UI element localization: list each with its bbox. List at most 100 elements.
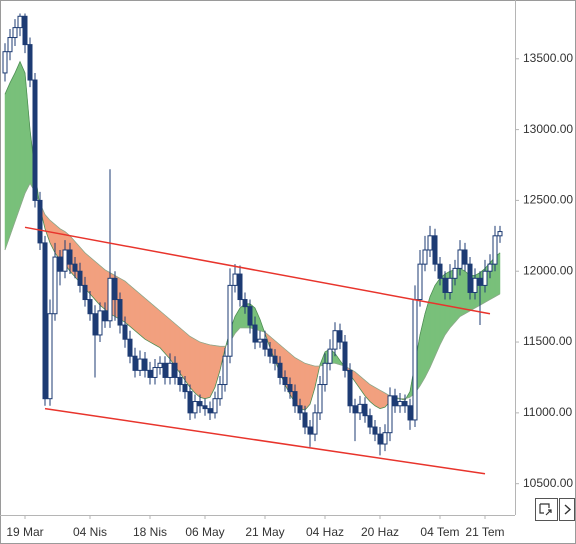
candle-body <box>132 355 138 371</box>
candle-body <box>437 263 443 279</box>
candle-body <box>67 249 73 265</box>
cloud-segment <box>184 331 191 389</box>
cloud-segment <box>144 297 151 343</box>
candle-body <box>497 231 503 237</box>
cloud-segment <box>99 265 106 311</box>
candle-body <box>97 310 103 336</box>
candle-body <box>257 338 263 343</box>
x-tick-label: 19 Mar <box>6 525 43 539</box>
candle-body <box>27 44 33 81</box>
y-tick-label: 12500.00 <box>523 193 573 207</box>
x-tick-label: 21 Tem <box>465 525 504 539</box>
candle-body <box>427 235 433 251</box>
candle-body <box>302 412 308 428</box>
candle-body <box>482 270 488 286</box>
candle-body <box>142 358 148 371</box>
y-tick-label: 11000.00 <box>523 405 572 419</box>
button-icon <box>539 503 552 516</box>
button-frame[interactable] <box>535 498 558 521</box>
candle-body <box>357 403 363 414</box>
candle-body <box>87 299 93 315</box>
candle-body <box>252 324 258 343</box>
candle-body <box>377 433 383 445</box>
cloud-segment <box>9 72 16 236</box>
candle-body <box>382 432 388 445</box>
candle-body <box>2 51 8 74</box>
button-frame[interactable] <box>559 498 575 521</box>
candle-body <box>122 324 128 340</box>
candle-body <box>127 338 133 357</box>
candle-body <box>312 412 318 435</box>
cloud-segment <box>304 362 311 411</box>
candle-body <box>62 249 68 272</box>
cloud-segment <box>154 306 161 349</box>
candle-body <box>237 273 243 301</box>
candle-body <box>297 405 303 414</box>
candle-body <box>172 362 178 378</box>
candle-body <box>202 405 208 410</box>
candle-body <box>407 405 413 421</box>
cloud-segment <box>299 360 306 411</box>
trendline <box>44 407 486 475</box>
candle-body <box>47 313 53 400</box>
candle-body <box>222 355 228 386</box>
candle-body <box>232 273 238 286</box>
candle-body <box>417 263 423 301</box>
candle-body <box>102 310 108 322</box>
candle-body <box>317 384 323 414</box>
candle-body <box>372 426 378 435</box>
candle-body <box>492 235 498 265</box>
cloud-segment <box>149 301 156 346</box>
candle-body <box>82 284 88 301</box>
candle-body <box>32 79 38 201</box>
candle-body <box>217 384 223 400</box>
candle-body <box>242 299 248 308</box>
toolbar[interactable] <box>535 498 575 521</box>
cloud-segment <box>134 289 141 336</box>
candle-body <box>267 348 273 357</box>
candle-body <box>167 362 173 378</box>
candle-body <box>442 277 448 293</box>
candle-body <box>452 267 458 279</box>
cloud-segment <box>189 335 196 394</box>
candle-body <box>447 277 453 293</box>
candle-body <box>462 249 468 265</box>
candle-body <box>347 369 353 407</box>
y-tick-label: 12000.00 <box>523 263 573 277</box>
candle-body <box>292 391 298 407</box>
candle-body <box>187 391 193 414</box>
candle-body <box>197 401 203 407</box>
x-tick-label: 21 May <box>245 525 284 539</box>
candle-body <box>152 367 158 378</box>
candle-body <box>227 284 233 357</box>
candle-body <box>362 403 368 417</box>
candle-body <box>432 235 438 265</box>
x-tick-label: 04 Nis <box>73 525 107 539</box>
candle-body <box>337 330 343 343</box>
candle-body <box>387 395 393 434</box>
y-tick-label: 13000.00 <box>523 122 573 136</box>
y-tick-label: 13500.00 <box>523 51 573 65</box>
candle-body <box>52 256 58 315</box>
cloud-segment <box>94 260 101 306</box>
button-icon <box>564 504 572 515</box>
candle-body <box>332 330 338 350</box>
cloud-segment <box>199 341 206 400</box>
candle-body <box>7 37 13 53</box>
candle-body <box>247 306 253 326</box>
candle-body <box>467 263 473 293</box>
x-tick-label: 20 Haz <box>361 525 399 539</box>
candle-body <box>12 27 18 39</box>
candle-body <box>352 405 358 414</box>
cloud-segment <box>14 61 21 222</box>
x-tick-label: 18 Nis <box>133 525 167 539</box>
candle-body <box>392 395 398 407</box>
candle-body <box>327 348 333 364</box>
y-tick-label: 10500.00 <box>523 476 573 490</box>
candle-body <box>162 362 168 378</box>
candle-body <box>157 362 163 369</box>
candle-body <box>322 362 328 386</box>
candle-body <box>207 408 213 414</box>
y-tick-label: 11500.00 <box>523 334 572 348</box>
